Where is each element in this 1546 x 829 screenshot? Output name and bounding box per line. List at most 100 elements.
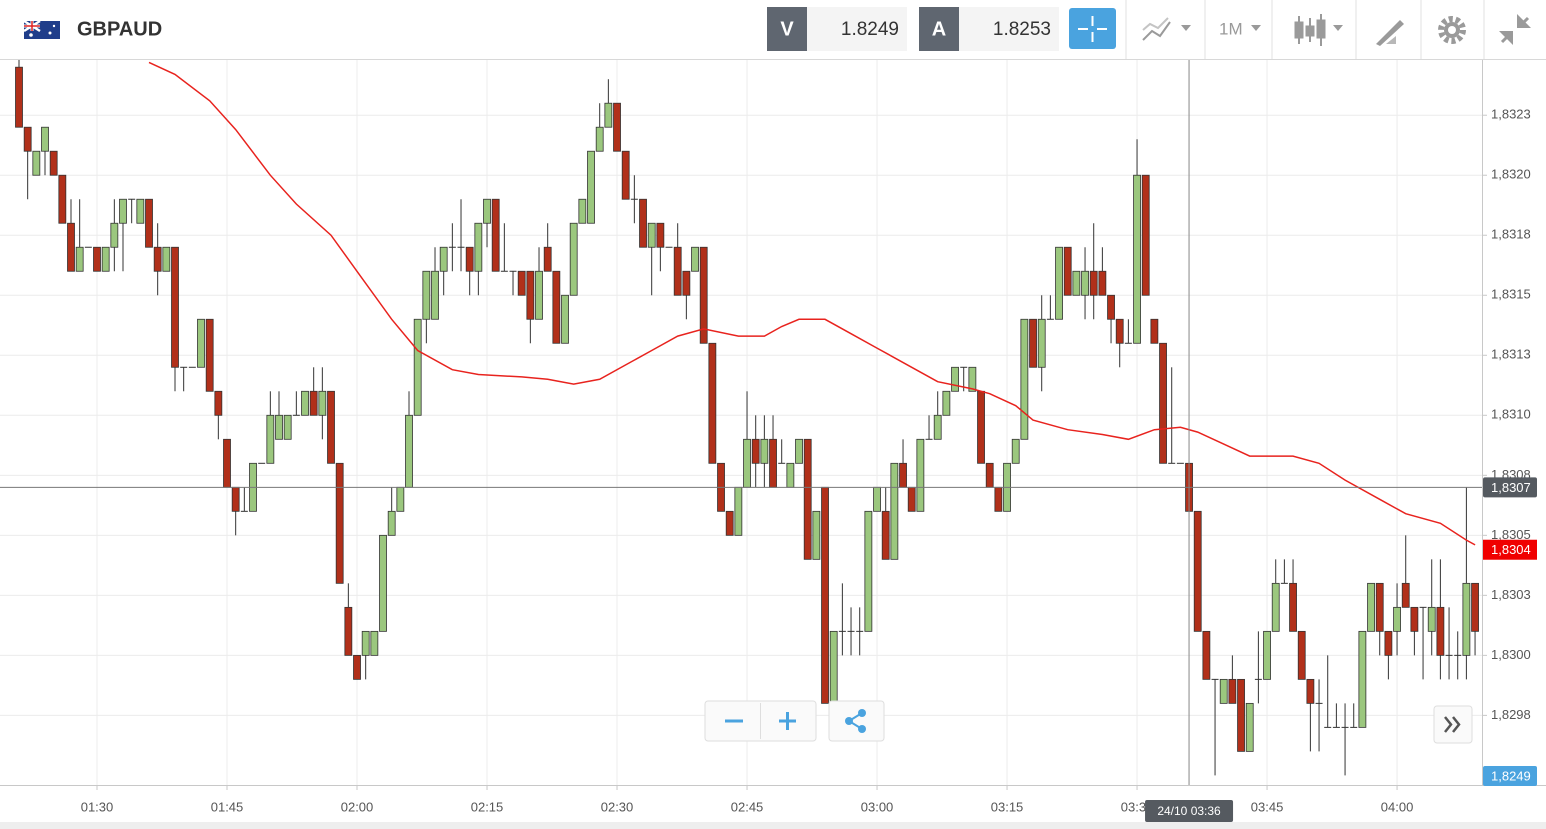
timeframe-button[interactable]: 1M [1219,19,1261,38]
candle-style-button[interactable] [1294,14,1343,46]
candle-body [1193,510,1202,632]
sell-price: 1.8249 [841,19,899,40]
candle-body [283,414,292,440]
candle-body [977,390,985,464]
chart-type-button[interactable] [1142,17,1191,41]
candle-body [1436,606,1445,656]
y-tick-label: 1,8323 [1491,107,1531,122]
zoom-in-button[interactable] [779,712,796,730]
candle-body [881,510,890,560]
candle-body [275,414,283,440]
candle-body [517,270,526,296]
settings-button[interactable] [1438,16,1466,44]
candle-body [1168,462,1176,464]
candle-body [1176,462,1184,464]
candle-body [431,270,439,320]
candle-body [474,222,483,272]
candle-body [318,390,327,416]
toolbar-separators [1125,0,1485,59]
candle-body [803,438,812,560]
candle-body [1358,630,1367,728]
y-tick-label: 1,8298 [1491,707,1531,722]
candle-body [985,462,994,488]
candle-body [751,438,760,464]
y-tick-label: 1,8313 [1491,347,1531,362]
candle-body [93,246,101,272]
scroll-right-button[interactable] [1433,705,1473,744]
drawing-button[interactable] [1376,20,1404,46]
candle-body [561,294,569,344]
candle-body [110,222,119,248]
candle-body [101,246,110,272]
candle-body [1401,582,1410,608]
candle-body [1098,270,1107,296]
candle-body [75,246,84,272]
candle-body [1037,318,1046,368]
candle-body [457,246,465,248]
candle-body [665,246,673,248]
candle-body [145,198,153,248]
candle-body [32,150,41,176]
crosshair-button[interactable] [1069,8,1116,49]
candle-body [1315,702,1323,704]
bottom-strip [0,822,1546,829]
sell-button[interactable] [767,7,807,51]
candle-body [266,414,275,464]
candle-body [1159,342,1167,464]
bid-tag-label: 1,8249 [1491,768,1531,783]
candle-body [1419,606,1427,608]
candle-body [960,366,968,368]
candle-body [760,438,769,464]
candle-body [370,630,379,656]
candle-body [1375,582,1384,632]
candle-body [1089,270,1098,296]
candle-body [1115,318,1124,344]
candle-body [188,366,196,368]
candle-body [205,318,214,392]
candle-body [119,198,127,224]
ma-tag-label: 1,8304 [1491,542,1531,557]
candle-body [171,246,179,368]
candle-body [639,198,647,248]
candle-body [1124,342,1132,344]
candle-body [829,630,838,704]
candle-body [682,270,691,296]
bid-tag [1483,766,1537,786]
candle-body [353,654,361,680]
sell-price-box[interactable] [807,7,907,51]
x-tick-label: 03:00 [861,799,894,814]
candle-body [1280,582,1288,584]
candle-body [67,222,75,272]
candle-body [925,438,933,440]
x-tick-label: 03:45 [1251,799,1284,814]
candle-body [15,66,23,128]
candle-body [1350,726,1358,728]
buy-button[interactable] [919,7,959,51]
candle-body [595,126,604,152]
candle-body [1471,582,1479,632]
candle-body [223,438,231,488]
candle-body [1332,726,1340,728]
buy-label: A [932,18,946,40]
symbol: GBPAUD [77,18,162,40]
candle-body [439,246,448,272]
candle-body [413,318,422,416]
share-button[interactable] [828,700,885,742]
candle-body [604,102,613,128]
candle-body [1141,174,1150,296]
candle-body [535,270,543,320]
fullscreen-button[interactable] [1499,14,1531,45]
flag-icon [23,19,60,39]
candle-body [856,630,864,632]
candle-body [587,150,595,224]
plot-area [0,60,1482,785]
candle-body [1046,318,1054,320]
y-tick-label: 1,8305 [1491,527,1531,542]
x-tick-label: 03:15 [991,799,1024,814]
buy-price-box[interactable] [959,7,1059,51]
candle-body [180,366,188,368]
y-tick-label: 1,8315 [1491,287,1531,302]
candle-body [786,462,795,488]
candle-body [821,486,829,704]
candle-body [136,198,145,224]
